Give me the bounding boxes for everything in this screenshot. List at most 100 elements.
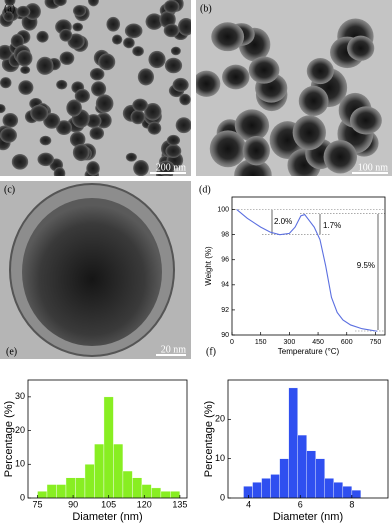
scale-bar-label: 100 nm — [358, 162, 389, 173]
nanoparticle — [292, 115, 326, 151]
nanoparticle — [66, 99, 82, 117]
bar — [324, 478, 335, 499]
nanoparticle — [242, 136, 270, 166]
x-tick-label: 750 — [370, 339, 382, 346]
nanoparticle — [164, 57, 183, 74]
x-tick-label: 8 — [349, 499, 354, 509]
bar — [141, 484, 152, 499]
nanoparticle — [144, 103, 162, 121]
nanoparticle — [36, 30, 49, 43]
y-tick-label: 20 — [215, 414, 225, 424]
y-tick-label: 0 — [20, 492, 25, 502]
x-tick-label: 0 — [230, 339, 234, 346]
nanoparticle — [111, 34, 123, 45]
nanoparticle — [56, 79, 68, 90]
nanoparticle — [0, 77, 12, 89]
nanoparticle — [89, 67, 105, 81]
nanoparticle — [222, 64, 250, 90]
bar — [261, 478, 271, 499]
nanoparticle — [36, 56, 54, 75]
y-tick-label: 94 — [221, 282, 229, 289]
axes-frame — [231, 196, 386, 336]
nanoparticle — [145, 13, 163, 30]
nanoparticle — [0, 127, 17, 143]
y-tick-label: 92 — [221, 307, 229, 314]
tem-image — [0, 181, 191, 359]
nanoparticle — [69, 131, 86, 148]
x-tick-label: 450 — [312, 339, 324, 346]
nanoparticle — [56, 120, 72, 135]
x-tick-label: 600 — [341, 339, 353, 346]
panel-label: (f) — [206, 346, 216, 357]
bar — [342, 486, 353, 499]
nanoparticle — [106, 16, 121, 32]
y-tick-label: 96 — [221, 257, 229, 264]
nanoparticle — [98, 53, 116, 71]
bar — [306, 450, 316, 499]
panel-label: (c) — [4, 184, 15, 195]
nanoparticle — [3, 11, 14, 22]
y-tick-label: 100 — [217, 206, 229, 213]
nanoparticle — [163, 0, 180, 14]
x-axis-label: Diameter (nm) — [72, 511, 142, 523]
nanoparticle — [132, 98, 148, 112]
bar — [122, 470, 133, 499]
nanoparticle — [298, 85, 329, 116]
nanoparticle — [172, 77, 189, 92]
x-tick-label: 75 — [32, 499, 42, 509]
x-tick-label: 300 — [284, 339, 296, 346]
x-tick-label: 150 — [255, 339, 267, 346]
nanoparticle — [91, 81, 107, 97]
y-tick-label: 98 — [221, 231, 229, 238]
nanoparticle — [72, 22, 84, 32]
nanoparticle — [16, 50, 33, 67]
y-tick-label: 20 — [15, 425, 25, 435]
bar — [160, 491, 171, 499]
line — [236, 209, 378, 332]
nanoparticle — [166, 134, 181, 146]
nanoparticle — [30, 104, 49, 122]
nanoparticle — [39, 135, 52, 146]
nanoparticle — [148, 50, 166, 69]
nanoparticle — [53, 167, 66, 176]
bar — [243, 486, 253, 499]
nanoparticle — [24, 3, 41, 20]
bar — [351, 489, 362, 499]
x-axis-label: Diameter (nm) — [273, 511, 343, 523]
panel-label: (a) — [4, 3, 15, 14]
nanoparticle — [177, 17, 191, 36]
bar — [113, 443, 124, 499]
nanoparticle — [16, 5, 31, 18]
nanoparticle — [20, 65, 31, 74]
axes-frame — [27, 379, 188, 499]
annotation: 2.0% — [274, 217, 292, 226]
bar — [75, 477, 86, 499]
annotation: 1.7% — [323, 221, 341, 230]
bar — [333, 482, 344, 499]
scale-bar-label: 20 nm — [161, 344, 187, 355]
bar — [94, 443, 105, 499]
nanoparticle — [211, 22, 245, 52]
bar — [288, 387, 298, 499]
bar — [270, 474, 280, 499]
nanoparticle — [0, 103, 6, 114]
nanoparticle — [179, 93, 191, 106]
nanoparticle — [248, 56, 280, 84]
bar — [37, 491, 48, 499]
nanoparticle — [87, 0, 99, 7]
x-tick-label: 90 — [68, 499, 78, 509]
panel-label: (d) — [199, 184, 211, 195]
nanoparticle — [234, 109, 270, 142]
nanoparticle — [165, 144, 182, 158]
nanoparticle — [175, 117, 191, 134]
nanoparticle — [72, 143, 90, 162]
nanoparticle — [137, 68, 155, 86]
panel-label: (e) — [6, 346, 17, 357]
y-axis-label: Percentage (%) — [203, 401, 215, 477]
nanoparticle — [37, 152, 54, 167]
nanoparticle — [72, 5, 87, 17]
nanoparticle — [125, 152, 137, 162]
nanoparticle — [349, 106, 382, 135]
y-tick-label: 30 — [15, 391, 25, 401]
bar — [46, 484, 57, 499]
